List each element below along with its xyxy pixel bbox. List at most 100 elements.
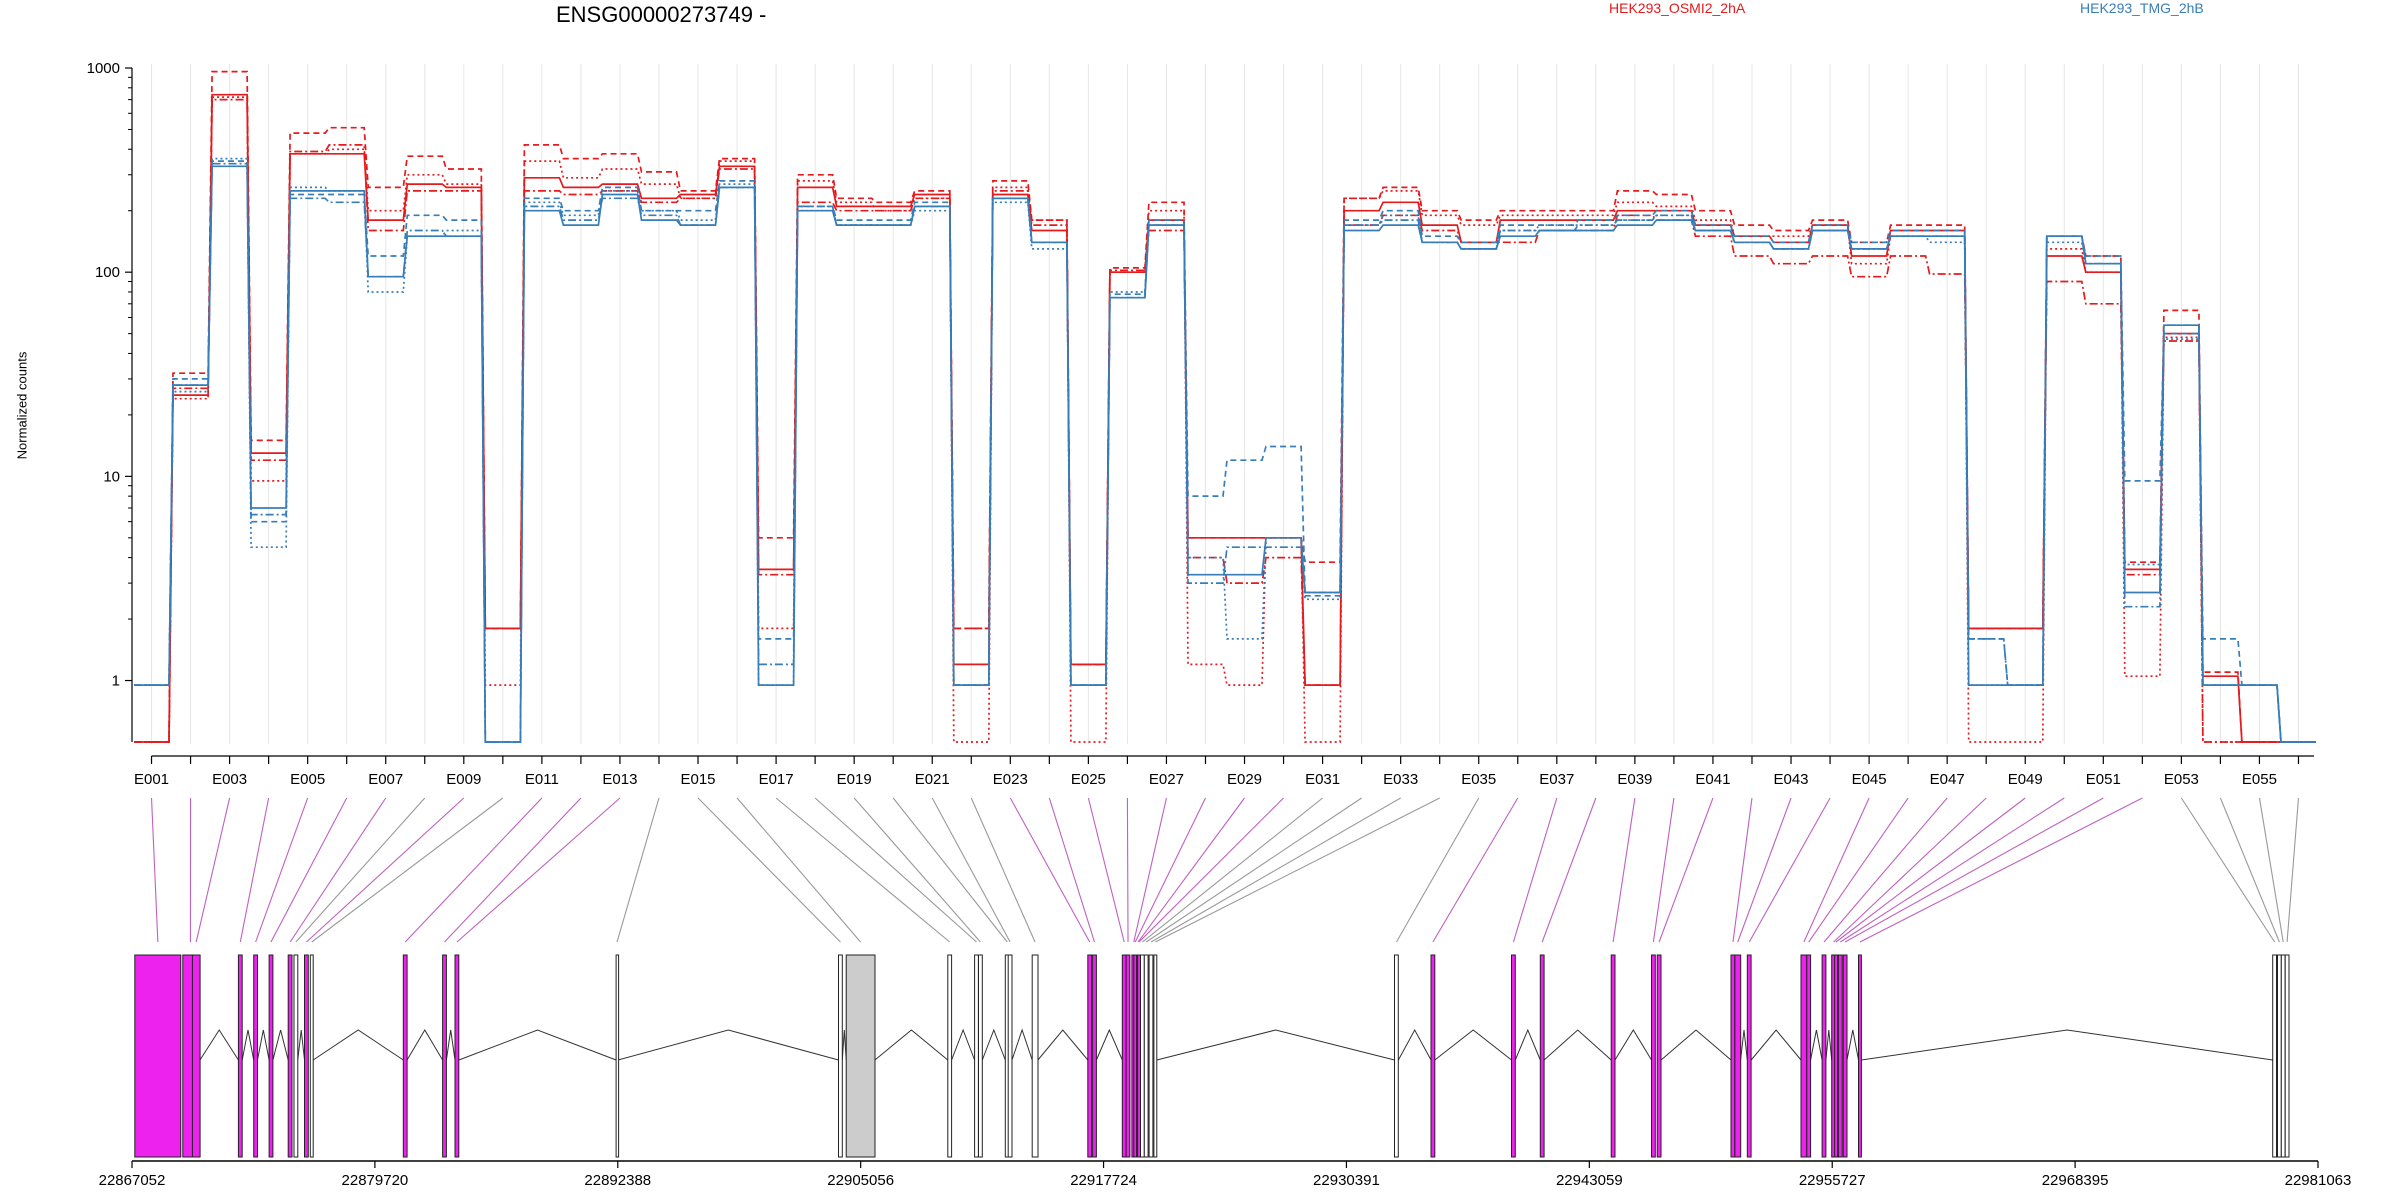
exon-tick-label: E035 bbox=[1461, 771, 1496, 788]
exon-tick-label: E005 bbox=[290, 771, 325, 788]
gene-exon-box bbox=[1842, 954, 1848, 1158]
genomic-tick-label: 22955727 bbox=[1799, 1172, 1866, 1189]
exon-tick-label: E051 bbox=[2086, 771, 2121, 788]
exon-connector bbox=[295, 797, 426, 943]
intron-line bbox=[445, 1029, 456, 1061]
gene-exon-box bbox=[134, 954, 182, 1158]
intron-line bbox=[406, 1029, 444, 1061]
exon-tick-label: E041 bbox=[1695, 771, 1730, 788]
intron-line bbox=[1846, 1029, 1859, 1061]
intron-line bbox=[951, 1028, 976, 1061]
exon-connector bbox=[195, 797, 231, 943]
genomic-tick-label: 22968395 bbox=[2042, 1172, 2109, 1189]
exon-tick-label: E025 bbox=[1071, 771, 1106, 788]
exon-connector bbox=[2219, 797, 2280, 943]
exon-connector bbox=[306, 797, 465, 943]
exon-connector bbox=[289, 797, 387, 943]
exon-connector bbox=[1133, 797, 1167, 943]
series-line-tmg bbox=[134, 160, 2316, 743]
genomic-tick-label: 22943059 bbox=[1556, 1172, 1623, 1189]
exon-tick-label: E037 bbox=[1539, 771, 1574, 788]
exon-connector bbox=[736, 797, 861, 943]
exon-tick-label: E043 bbox=[1773, 771, 1808, 788]
exon-connector bbox=[1395, 797, 1480, 943]
intron-line bbox=[1660, 1029, 1732, 1061]
exon-tick-label: E019 bbox=[837, 771, 872, 788]
genomic-tick-label: 22981063 bbox=[2285, 1172, 2352, 1189]
gene-exon-box bbox=[845, 954, 876, 1158]
y-tick-label: 1 bbox=[112, 673, 120, 690]
exon-connector bbox=[1432, 797, 1519, 943]
exon-connector bbox=[1803, 797, 1870, 943]
gene-exon-box bbox=[304, 954, 309, 1158]
intron-line bbox=[297, 1029, 305, 1061]
intron-line bbox=[241, 1029, 255, 1061]
gene-exon-box bbox=[268, 954, 274, 1158]
gene-exon-box bbox=[1153, 954, 1158, 1158]
genomic-tick-label: 22905056 bbox=[827, 1172, 894, 1189]
gene-exon-box bbox=[287, 954, 293, 1158]
gene-exon-box bbox=[978, 954, 983, 1158]
intron-line bbox=[981, 1028, 1006, 1061]
exon-tick-label: E045 bbox=[1852, 771, 1887, 788]
exon-connector bbox=[814, 797, 977, 943]
gene-exon-box bbox=[1651, 954, 1656, 1158]
exon-connector bbox=[1145, 797, 1362, 943]
gene-exon-box bbox=[1031, 954, 1039, 1158]
intron-line bbox=[1095, 1028, 1123, 1061]
exon-connector bbox=[1541, 797, 1597, 943]
series-line-tmg bbox=[134, 162, 2316, 743]
gene-exon-box bbox=[1610, 954, 1616, 1158]
exon-connector bbox=[970, 797, 1036, 943]
exon-connector bbox=[1138, 797, 1284, 943]
exon-connector bbox=[2180, 797, 2276, 943]
exon-connector bbox=[1658, 797, 1714, 943]
series-line-tmg bbox=[134, 165, 2316, 743]
exon-connector bbox=[1835, 797, 2026, 943]
exon-connector bbox=[456, 797, 621, 943]
y-tick-label: 10 bbox=[103, 468, 120, 485]
gene-exon-box bbox=[1800, 954, 1808, 1158]
gene-exon-box bbox=[237, 954, 243, 1158]
exon-tick-label: E021 bbox=[915, 771, 950, 788]
intron-line bbox=[458, 1029, 617, 1061]
exon-connector bbox=[931, 797, 1011, 943]
y-tick-label: 1000 bbox=[87, 60, 120, 77]
gene-exon-box bbox=[1858, 954, 1862, 1158]
exon-connector bbox=[255, 797, 309, 943]
exon-connector bbox=[444, 797, 582, 943]
exon-connector bbox=[1126, 797, 1129, 943]
exon-tick-label: E047 bbox=[1930, 771, 1965, 788]
exon-tick-label: E023 bbox=[993, 771, 1028, 788]
exon-connector bbox=[1009, 797, 1091, 943]
exon-connector bbox=[1833, 797, 1987, 943]
chart-title: ENSG00000273749 - bbox=[556, 2, 767, 27]
exon-connector bbox=[1048, 797, 1096, 943]
gene-exon-box bbox=[442, 954, 447, 1158]
legend-entry-tmg: HEK293_TMG_2hB bbox=[2080, 0, 2204, 16]
exon-tick-label: E017 bbox=[759, 771, 794, 788]
exon-connector bbox=[1137, 797, 1245, 943]
intron-line bbox=[1825, 1029, 1833, 1061]
gene-exon-box bbox=[1087, 954, 1093, 1158]
exon-tick-label: E039 bbox=[1617, 771, 1652, 788]
exon-tick-label: E027 bbox=[1149, 771, 1184, 788]
exon-connector bbox=[311, 797, 504, 943]
gene-exon-box bbox=[1007, 954, 1013, 1158]
exon-tick-label: E011 bbox=[525, 771, 559, 788]
exon-connector bbox=[892, 797, 1008, 943]
gene-exon-box bbox=[1539, 954, 1545, 1158]
gene-exon-box bbox=[1734, 954, 1742, 1158]
exon-connector bbox=[1844, 797, 2104, 943]
exon-connector bbox=[404, 797, 543, 943]
gene-exon-box bbox=[947, 954, 953, 1158]
genomic-tick-label: 22930391 bbox=[1313, 1172, 1380, 1189]
genomic-tick-label: 22879720 bbox=[342, 1172, 409, 1189]
intron-line bbox=[841, 1029, 847, 1061]
gene-exon-box bbox=[2284, 954, 2290, 1158]
genomic-tick-label: 22892388 bbox=[584, 1172, 651, 1189]
gene-exon-box bbox=[1837, 954, 1843, 1158]
intron-line bbox=[272, 1029, 289, 1061]
intron-line bbox=[1434, 1029, 1512, 1061]
